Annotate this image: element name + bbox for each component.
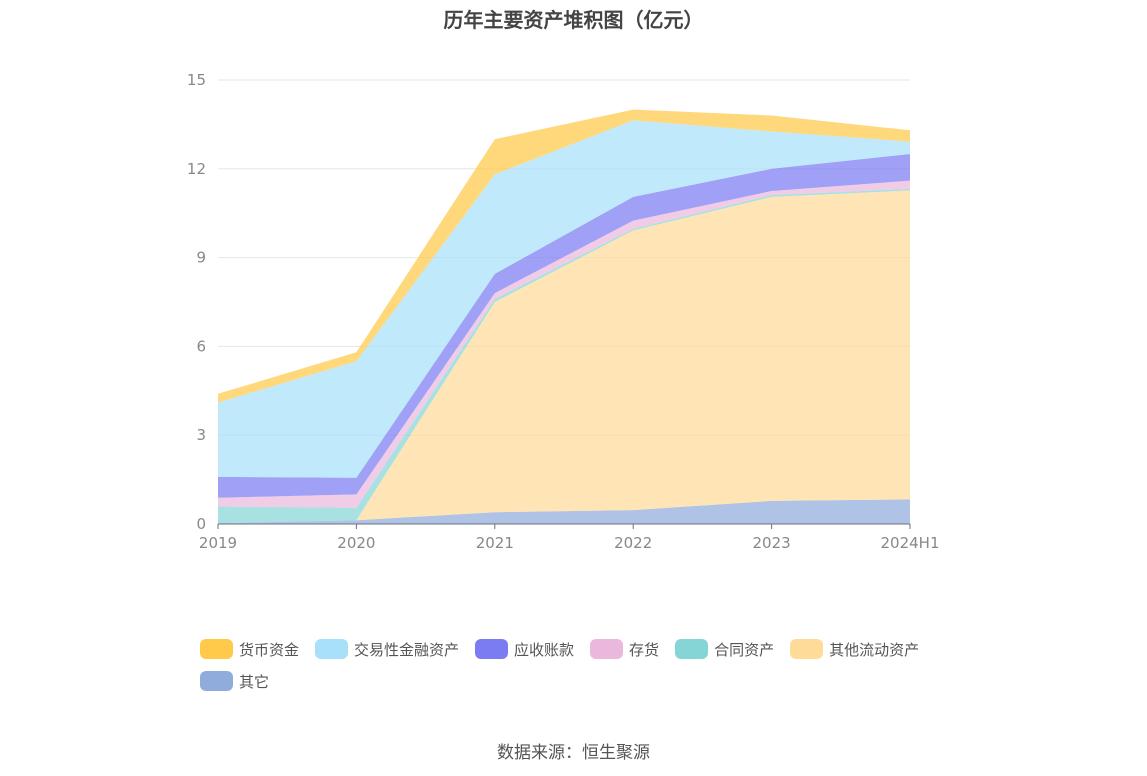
- y-tick-label: 12: [187, 160, 206, 178]
- y-tick-label: 0: [196, 515, 206, 533]
- legend-swatch: [315, 639, 349, 659]
- y-tick-label: 9: [196, 249, 206, 267]
- legend-item-contract-assets[interactable]: 合同资产: [675, 638, 774, 660]
- legend-label: 合同资产: [714, 640, 775, 659]
- legend-label: 交易性金融资产: [354, 640, 460, 659]
- legend-item-trading-financial-assets[interactable]: 交易性金融资产: [315, 638, 459, 660]
- legend-label: 存货: [629, 640, 660, 659]
- y-tick-label: 3: [196, 426, 206, 444]
- legend-swatch: [590, 639, 624, 659]
- area-series-货币资金: [218, 109, 910, 403]
- area-series: [218, 109, 910, 524]
- legend-item-cash[interactable]: 货币资金: [200, 638, 299, 660]
- legend-item-inventory[interactable]: 存货: [590, 638, 659, 660]
- legend-item-other-current-assets[interactable]: 其他流动资产: [790, 638, 919, 660]
- legend-item-other[interactable]: 其它: [200, 670, 269, 692]
- stacked-area-chart: 0 3 6 9 12 15 2019 2020 2021 2022 2023 2024H1: [187, 71, 940, 552]
- legend-label: 其它: [239, 672, 270, 691]
- area-series-其他流动资产: [218, 190, 910, 524]
- legend-label: 其他流动资产: [829, 640, 920, 659]
- legend-label: 货币资金: [239, 640, 300, 659]
- legend-swatch: [675, 639, 709, 659]
- legend-label: 应收账款: [514, 640, 575, 659]
- x-tick-label: 2024H1: [881, 534, 940, 552]
- x-tick-label: 2023: [753, 534, 791, 552]
- legend: 货币资金 交易性金融资产 应收账款 存货 合同资产 其他流动资产 其它: [200, 638, 980, 692]
- legend-swatch: [790, 639, 824, 659]
- legend-swatch: [200, 671, 233, 691]
- area-series-交易性金融资产: [218, 120, 910, 478]
- chart-title: 历年主要资产堆积图（亿元）: [443, 8, 704, 32]
- x-tick-label: 2022: [614, 534, 652, 552]
- x-tick-label: 2020: [337, 534, 375, 552]
- y-tick-label: 15: [187, 71, 206, 89]
- y-tick-label: 6: [196, 337, 206, 355]
- legend-swatch: [200, 639, 233, 659]
- axes: 0 3 6 9 12 15 2019 2020 2021 2022 2023 2024H1: [187, 71, 940, 552]
- legend-item-receivables[interactable]: 应收账款: [475, 638, 574, 660]
- area-series-其它: [218, 499, 910, 524]
- x-tick-label: 2021: [476, 534, 514, 552]
- legend-swatch: [475, 639, 509, 659]
- source-note: 数据来源：恒生聚源: [497, 743, 650, 763]
- x-tick-label: 2019: [199, 534, 237, 552]
